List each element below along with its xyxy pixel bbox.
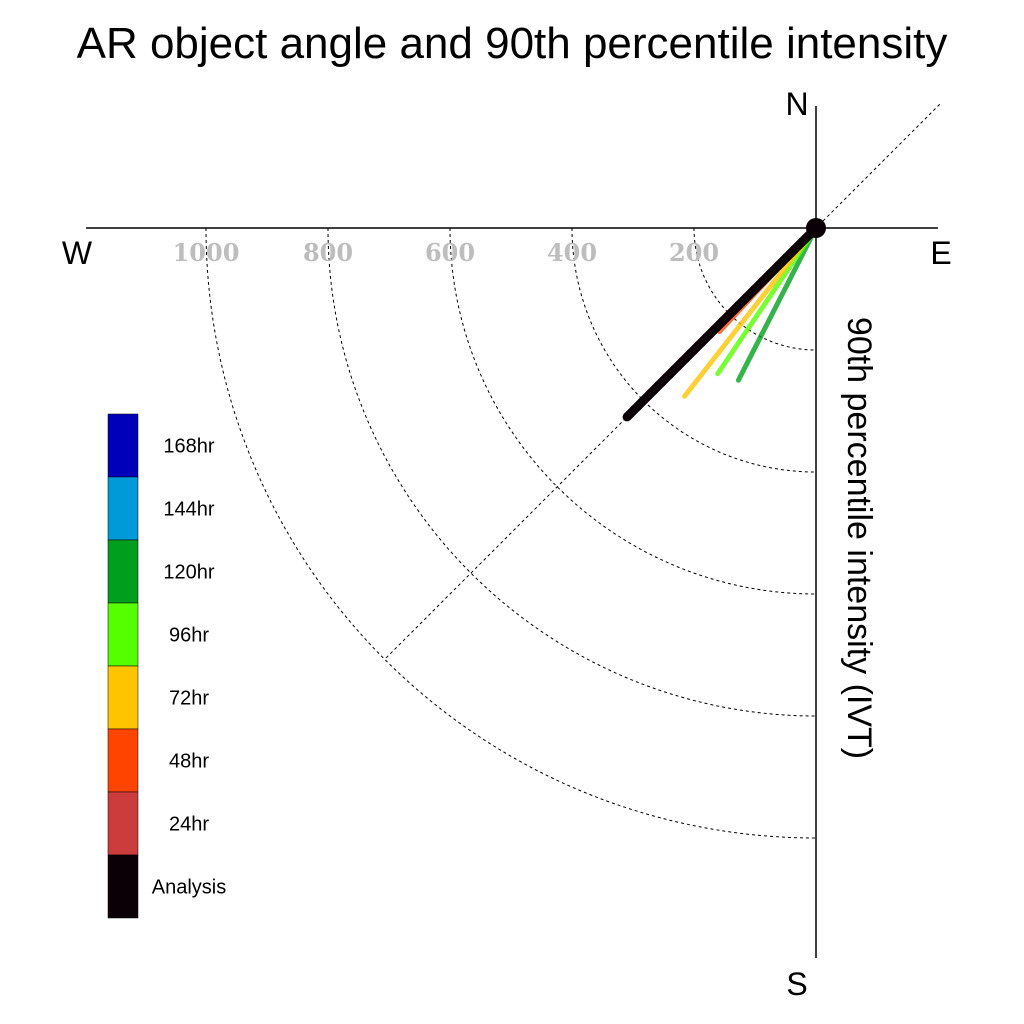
vector-analysis: [622, 223, 821, 422]
polar-grid: [205, 103, 941, 839]
legend-label-24hr: 24hr: [169, 814, 209, 836]
legend-label-72hr: 72hr: [169, 688, 209, 710]
legend-label-48hr: 48hr: [169, 751, 209, 773]
radial-tick-label: 1000: [173, 238, 240, 267]
legend-swatch-168hr: [107, 413, 139, 478]
range-arc-400: [571, 227, 817, 473]
legend-swatch-24hr: [107, 791, 139, 856]
legend-swatch-120hr: [107, 539, 139, 604]
compass-north: N: [785, 86, 808, 122]
compass-west: W: [62, 235, 93, 271]
radial-tick-label: 600: [425, 238, 475, 267]
range-arc-1000: [205, 227, 817, 839]
origin-marker: [806, 218, 826, 238]
legend-label-168hr: 168hr: [163, 436, 214, 458]
range-arc-600: [449, 227, 817, 595]
legend-label-96hr: 96hr: [169, 625, 209, 647]
radial-tick-label: 800: [303, 238, 353, 267]
radial-tick-label: 200: [669, 238, 719, 267]
range-arc-200: [693, 227, 817, 351]
vector-120hr: [735, 225, 819, 383]
compass-south: S: [786, 966, 807, 1002]
legend-label-144hr: 144hr: [163, 499, 214, 521]
legend-label-120hr: 120hr: [163, 562, 214, 584]
radial-tick-labels: 200 400 600 800 1000: [173, 238, 719, 267]
legend-swatch-96hr: [107, 602, 139, 667]
range-arc-800: [327, 227, 817, 717]
legend-swatch-72hr: [107, 665, 139, 730]
chart-title: AR object angle and 90th percentile inte…: [77, 19, 948, 68]
legend-swatch-48hr: [107, 728, 139, 793]
legend-label-analysis: Analysis: [152, 877, 226, 899]
legend-swatch-144hr: [107, 476, 139, 541]
radial-tick-label: 400: [547, 238, 597, 267]
compass-east: E: [930, 235, 951, 271]
legend-swatch-analysis: [107, 854, 139, 919]
vector-series: [622, 223, 821, 422]
legend: 168hr 144hr 120hr 96hr 72hr 48hr 24hr Analysis: [107, 413, 226, 919]
y-axis-label: 90th percentile intensity (IVT): [840, 317, 878, 759]
